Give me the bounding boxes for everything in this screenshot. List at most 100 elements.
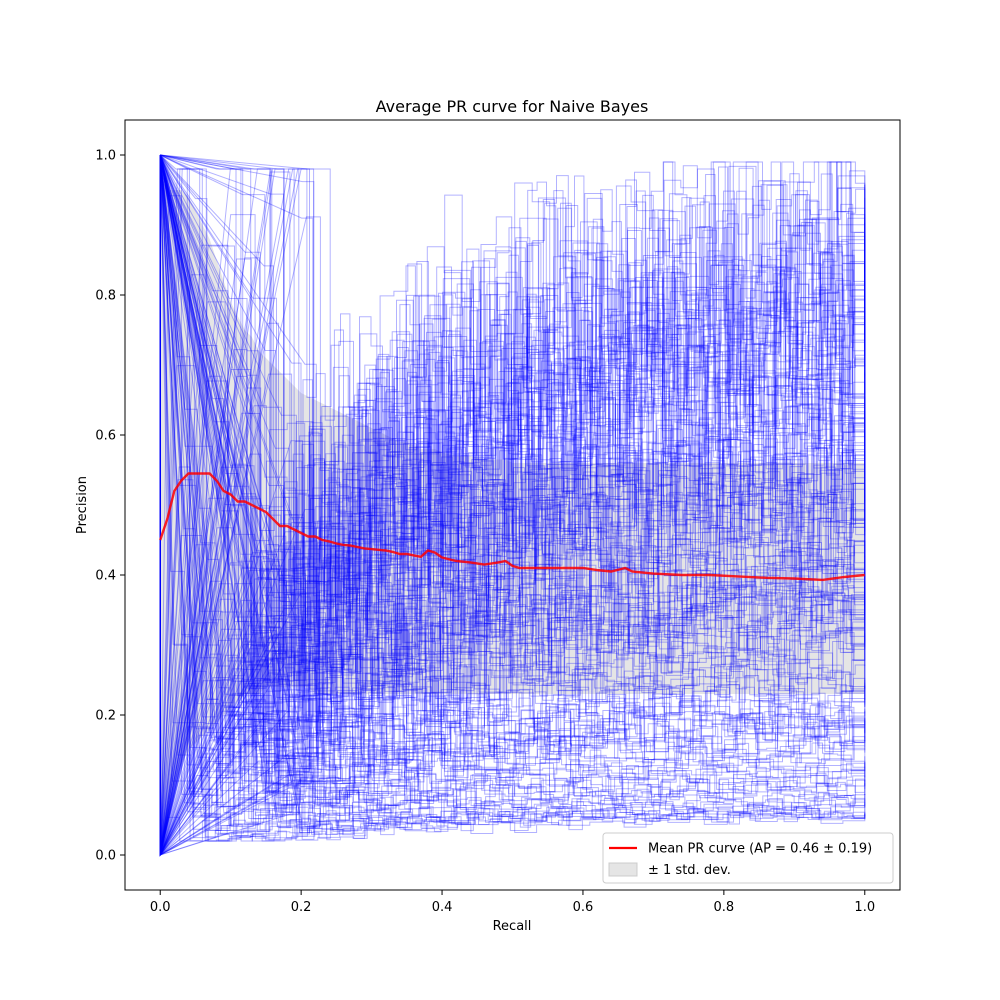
legend-box xyxy=(602,832,894,884)
individual-pr-curve xyxy=(159,155,866,856)
individual-pr-curve xyxy=(159,154,866,759)
individual-pr-curve xyxy=(159,154,866,773)
individual-pr-curve xyxy=(159,155,866,856)
individual-pr-curve xyxy=(159,154,866,808)
individual-pr-curve xyxy=(159,154,866,712)
individual-pr-curve xyxy=(159,154,866,657)
individual-pr-curve xyxy=(159,154,866,818)
individual-pr-curve xyxy=(159,154,866,658)
individual-pr-curves xyxy=(159,154,866,857)
individual-pr-curve xyxy=(159,155,866,857)
y-tick-label: 0.8 xyxy=(95,289,116,304)
individual-pr-curve xyxy=(159,155,866,856)
individual-pr-curve xyxy=(159,154,866,702)
individual-pr-curve xyxy=(159,155,866,857)
plot-frame xyxy=(124,119,901,891)
individual-pr-curve xyxy=(159,155,866,856)
individual-pr-curve xyxy=(159,154,866,550)
individual-pr-curve xyxy=(159,154,866,837)
individual-pr-curve xyxy=(159,154,866,842)
x-tick-label: 0.0 xyxy=(150,900,171,915)
individual-pr-curve xyxy=(159,155,866,856)
individual-pr-curve xyxy=(159,155,866,856)
individual-pr-curve xyxy=(159,155,866,856)
individual-pr-curve xyxy=(159,155,866,856)
individual-pr-curve xyxy=(159,154,866,793)
individual-pr-curve xyxy=(159,154,866,806)
individual-pr-curve xyxy=(159,155,866,856)
individual-pr-curve xyxy=(159,155,866,856)
individual-pr-curve xyxy=(159,154,866,774)
individual-pr-curve xyxy=(159,155,866,857)
individual-pr-curve xyxy=(159,154,866,648)
individual-pr-curve xyxy=(160,154,866,608)
individual-pr-curve xyxy=(159,154,866,714)
x-axis-ticks: 0.0 0.2 0.4 0.6 0.8 1.0 xyxy=(150,890,875,915)
individual-pr-curve xyxy=(159,155,866,856)
individual-pr-curve xyxy=(159,155,866,856)
individual-pr-curve xyxy=(159,155,866,857)
mean-pr-curve-layer xyxy=(159,472,865,582)
individual-pr-curve xyxy=(159,154,866,835)
individual-pr-curve xyxy=(159,155,866,856)
individual-pr-curve xyxy=(159,154,866,756)
individual-pr-curve xyxy=(159,154,866,834)
individual-pr-curve xyxy=(159,155,866,856)
individual-pr-curve xyxy=(159,154,866,829)
individual-pr-curve xyxy=(159,155,866,856)
individual-pr-curve xyxy=(159,154,866,825)
individual-pr-curve xyxy=(159,155,866,856)
individual-pr-curve xyxy=(159,154,866,746)
individual-pr-curve xyxy=(159,155,866,856)
individual-pr-curve xyxy=(159,155,866,856)
individual-pr-curve xyxy=(159,155,866,856)
individual-pr-curve xyxy=(159,154,866,780)
mean-pr-curve xyxy=(159,472,865,582)
individual-pr-curve xyxy=(159,155,866,856)
individual-pr-curve xyxy=(159,154,866,703)
individual-pr-curve xyxy=(159,154,866,784)
individual-pr-curve xyxy=(159,155,866,856)
individual-pr-curve xyxy=(159,154,866,829)
individual-pr-curve xyxy=(159,155,866,856)
y-tick-label: 0.2 xyxy=(95,709,116,724)
individual-pr-curve xyxy=(159,154,866,762)
individual-pr-curve xyxy=(159,154,866,766)
individual-pr-curve xyxy=(159,154,866,797)
individual-pr-curve xyxy=(159,154,866,816)
individual-pr-curve xyxy=(160,154,866,689)
individual-pr-curve xyxy=(159,155,866,856)
legend-std-swatch xyxy=(608,862,638,877)
legend-mean-label: Mean PR curve (AP = 0.46 ± 0.19) xyxy=(648,842,872,857)
individual-pr-curve xyxy=(159,155,866,857)
individual-pr-curve xyxy=(160,154,866,734)
individual-pr-curve xyxy=(159,154,866,794)
individual-pr-curve xyxy=(159,154,866,813)
individual-pr-curve xyxy=(159,155,866,856)
individual-pr-curve xyxy=(160,154,866,661)
legend-std-label: ± 1 std. dev. xyxy=(648,863,731,878)
individual-pr-curve xyxy=(159,154,866,748)
individual-pr-curve xyxy=(159,154,866,674)
individual-pr-curve xyxy=(159,155,866,856)
y-tick-label: 1.0 xyxy=(95,149,116,164)
individual-pr-curve xyxy=(159,154,866,769)
y-tick-label: 0.0 xyxy=(95,849,116,864)
individual-pr-curve xyxy=(159,154,866,794)
individual-pr-curve xyxy=(159,155,866,856)
individual-pr-curve xyxy=(159,155,866,856)
individual-pr-curve xyxy=(159,155,866,856)
y-axis-label: Precision xyxy=(75,476,90,534)
individual-pr-curve xyxy=(159,154,866,793)
individual-pr-curve xyxy=(159,155,866,856)
plot-area xyxy=(159,154,866,857)
individual-pr-curve xyxy=(159,155,866,856)
individual-pr-curve xyxy=(159,155,866,857)
individual-pr-curve xyxy=(159,154,866,740)
individual-pr-curve xyxy=(159,154,866,832)
individual-pr-curve xyxy=(160,154,866,570)
individual-pr-curve xyxy=(159,155,866,856)
individual-pr-curve xyxy=(159,155,866,856)
individual-pr-curve xyxy=(159,154,866,826)
